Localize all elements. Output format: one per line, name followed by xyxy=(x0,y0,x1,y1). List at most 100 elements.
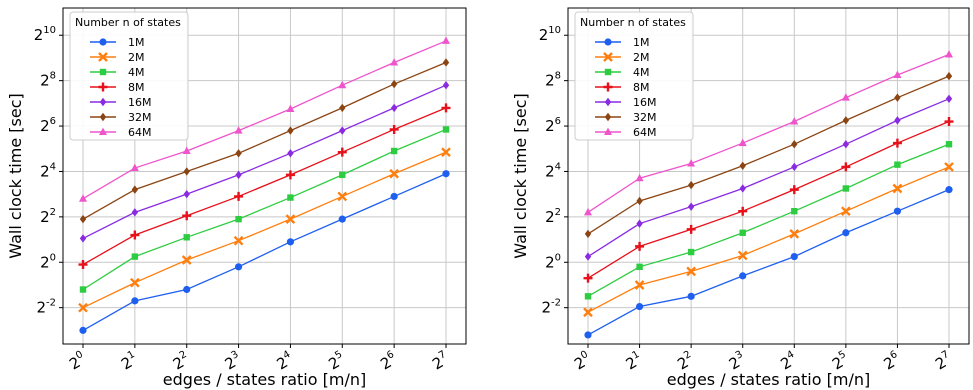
data-point-64M xyxy=(130,163,139,172)
data-point-32M xyxy=(79,214,87,224)
x-tick-label: 20 xyxy=(571,349,594,373)
data-point-2M xyxy=(389,168,399,179)
data-point-64M xyxy=(790,117,799,125)
legend-label-64M: 64M xyxy=(128,126,152,139)
plot-frame xyxy=(62,7,467,345)
data-point-1M xyxy=(945,186,953,194)
data-point-16M xyxy=(945,94,953,104)
plot-frame xyxy=(567,7,970,345)
data-point-1M xyxy=(183,285,191,294)
data-point-1M xyxy=(286,238,295,246)
x-tick-label: 26 xyxy=(880,349,903,373)
y-tick-label: 24 xyxy=(40,161,56,180)
data-point-1M xyxy=(790,252,798,261)
data-point-4M xyxy=(131,253,139,260)
data-point-2M xyxy=(686,266,696,277)
series-line-8M xyxy=(82,107,447,266)
data-point-4M xyxy=(442,126,450,133)
data-point-8M xyxy=(285,170,295,180)
data-point-64M xyxy=(234,126,243,134)
data-point-16M xyxy=(584,252,592,261)
y-tick-label: 2-2 xyxy=(541,298,561,317)
data-point-2M xyxy=(789,229,800,239)
data-point-16M xyxy=(739,184,746,193)
legend-marker-8M xyxy=(98,82,108,92)
data-point-16M xyxy=(131,208,139,217)
data-point-8M xyxy=(130,230,140,240)
series-line-32M xyxy=(82,61,447,220)
series-line-2M xyxy=(82,151,447,309)
data-point-16M xyxy=(235,170,242,180)
legend-label-1M: 1M xyxy=(633,36,650,49)
legend-marker-4M xyxy=(604,68,612,76)
data-point-1M xyxy=(893,207,902,215)
data-point-32M xyxy=(636,196,643,206)
y-axis-title: Wall clock time [sec] xyxy=(511,93,530,258)
legend-label-4M: 4M xyxy=(633,66,650,79)
series-line-16M xyxy=(587,98,950,258)
series-line-4M xyxy=(587,143,950,297)
data-point-8M xyxy=(78,260,88,270)
data-point-2M xyxy=(634,280,645,290)
data-point-4M xyxy=(183,234,190,241)
data-point-1M xyxy=(687,292,695,300)
data-point-4M xyxy=(287,194,294,201)
data-point-2M xyxy=(337,191,348,202)
legend-marker-2M xyxy=(98,52,108,62)
series-line-64M xyxy=(587,53,950,213)
data-point-4M xyxy=(687,248,695,256)
data-point-8M xyxy=(892,138,902,148)
data-point-32M xyxy=(183,167,190,176)
data-point-4M xyxy=(390,147,398,155)
data-point-4M xyxy=(842,185,850,192)
data-point-4M xyxy=(791,207,798,215)
legend-marker-16M xyxy=(99,97,107,107)
data-point-32M xyxy=(791,140,798,149)
data-point-2M xyxy=(285,214,296,224)
data-point-32M xyxy=(131,185,139,194)
y-axis-title: Wall clock time [sec] xyxy=(6,93,25,258)
x-tick-label: 21 xyxy=(118,349,141,373)
legend-marker-1M xyxy=(604,38,612,46)
data-point-4M xyxy=(339,171,346,179)
data-point-16M xyxy=(687,202,695,211)
data-point-64M xyxy=(79,194,87,202)
data-point-8M xyxy=(841,162,851,172)
y-tick-label: 20 xyxy=(545,252,561,271)
data-point-2M xyxy=(944,162,954,172)
data-point-8M xyxy=(337,147,347,157)
data-point-2M xyxy=(892,183,903,194)
data-point-32M xyxy=(584,229,592,239)
data-point-64M xyxy=(945,50,953,58)
data-point-4M xyxy=(79,286,87,293)
data-point-64M xyxy=(286,104,295,113)
data-point-1M xyxy=(635,302,644,311)
legend: Number n of states 1M 2M 4M 8M 16M 32M 64M xyxy=(69,11,189,141)
data-point-32M xyxy=(235,149,242,158)
data-point-32M xyxy=(842,116,850,125)
data-point-64M xyxy=(893,70,902,78)
data-point-16M xyxy=(183,189,190,199)
legend-marker-64M xyxy=(604,127,612,135)
data-point-1M xyxy=(390,192,398,201)
data-point-4M xyxy=(894,161,901,168)
data-point-8M xyxy=(182,211,192,221)
legend-label-64M: 64M xyxy=(633,126,657,139)
x-axis-title: edges / states ratio [m/n] xyxy=(667,370,870,389)
data-point-4M xyxy=(945,141,953,148)
x-tick-label: 20 xyxy=(66,349,89,373)
legend-marker-16M xyxy=(604,97,612,107)
data-point-4M xyxy=(235,215,242,223)
legend-label-16M: 16M xyxy=(128,96,152,109)
legend-box xyxy=(69,11,189,141)
x-tick-label: 26 xyxy=(377,349,400,373)
x-tick-label: 27 xyxy=(932,349,955,373)
x-tick-label: 27 xyxy=(429,349,452,373)
data-point-1M xyxy=(584,331,592,339)
data-point-1M xyxy=(338,215,346,223)
legend: Number n of states 1M 2M 4M 8M 16M 32M 64M xyxy=(574,11,694,141)
data-point-1M xyxy=(234,263,243,271)
